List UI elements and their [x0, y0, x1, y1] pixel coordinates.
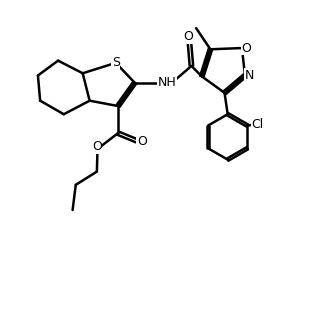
- Text: N: N: [245, 69, 255, 82]
- Text: O: O: [184, 30, 193, 43]
- Text: S: S: [112, 56, 120, 69]
- Text: O: O: [242, 42, 252, 55]
- Text: O: O: [92, 140, 102, 153]
- Text: Cl: Cl: [251, 118, 264, 130]
- Text: O: O: [137, 135, 147, 148]
- Text: NH: NH: [158, 76, 176, 89]
